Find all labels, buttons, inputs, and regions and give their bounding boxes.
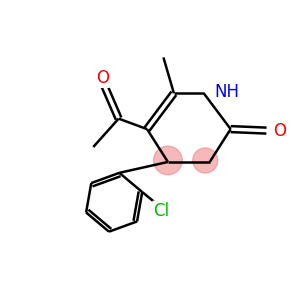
- Text: O: O: [273, 122, 286, 140]
- Text: O: O: [96, 69, 109, 87]
- Text: NH: NH: [214, 83, 239, 101]
- Circle shape: [154, 146, 182, 175]
- Text: Cl: Cl: [154, 202, 170, 220]
- Circle shape: [193, 148, 218, 173]
